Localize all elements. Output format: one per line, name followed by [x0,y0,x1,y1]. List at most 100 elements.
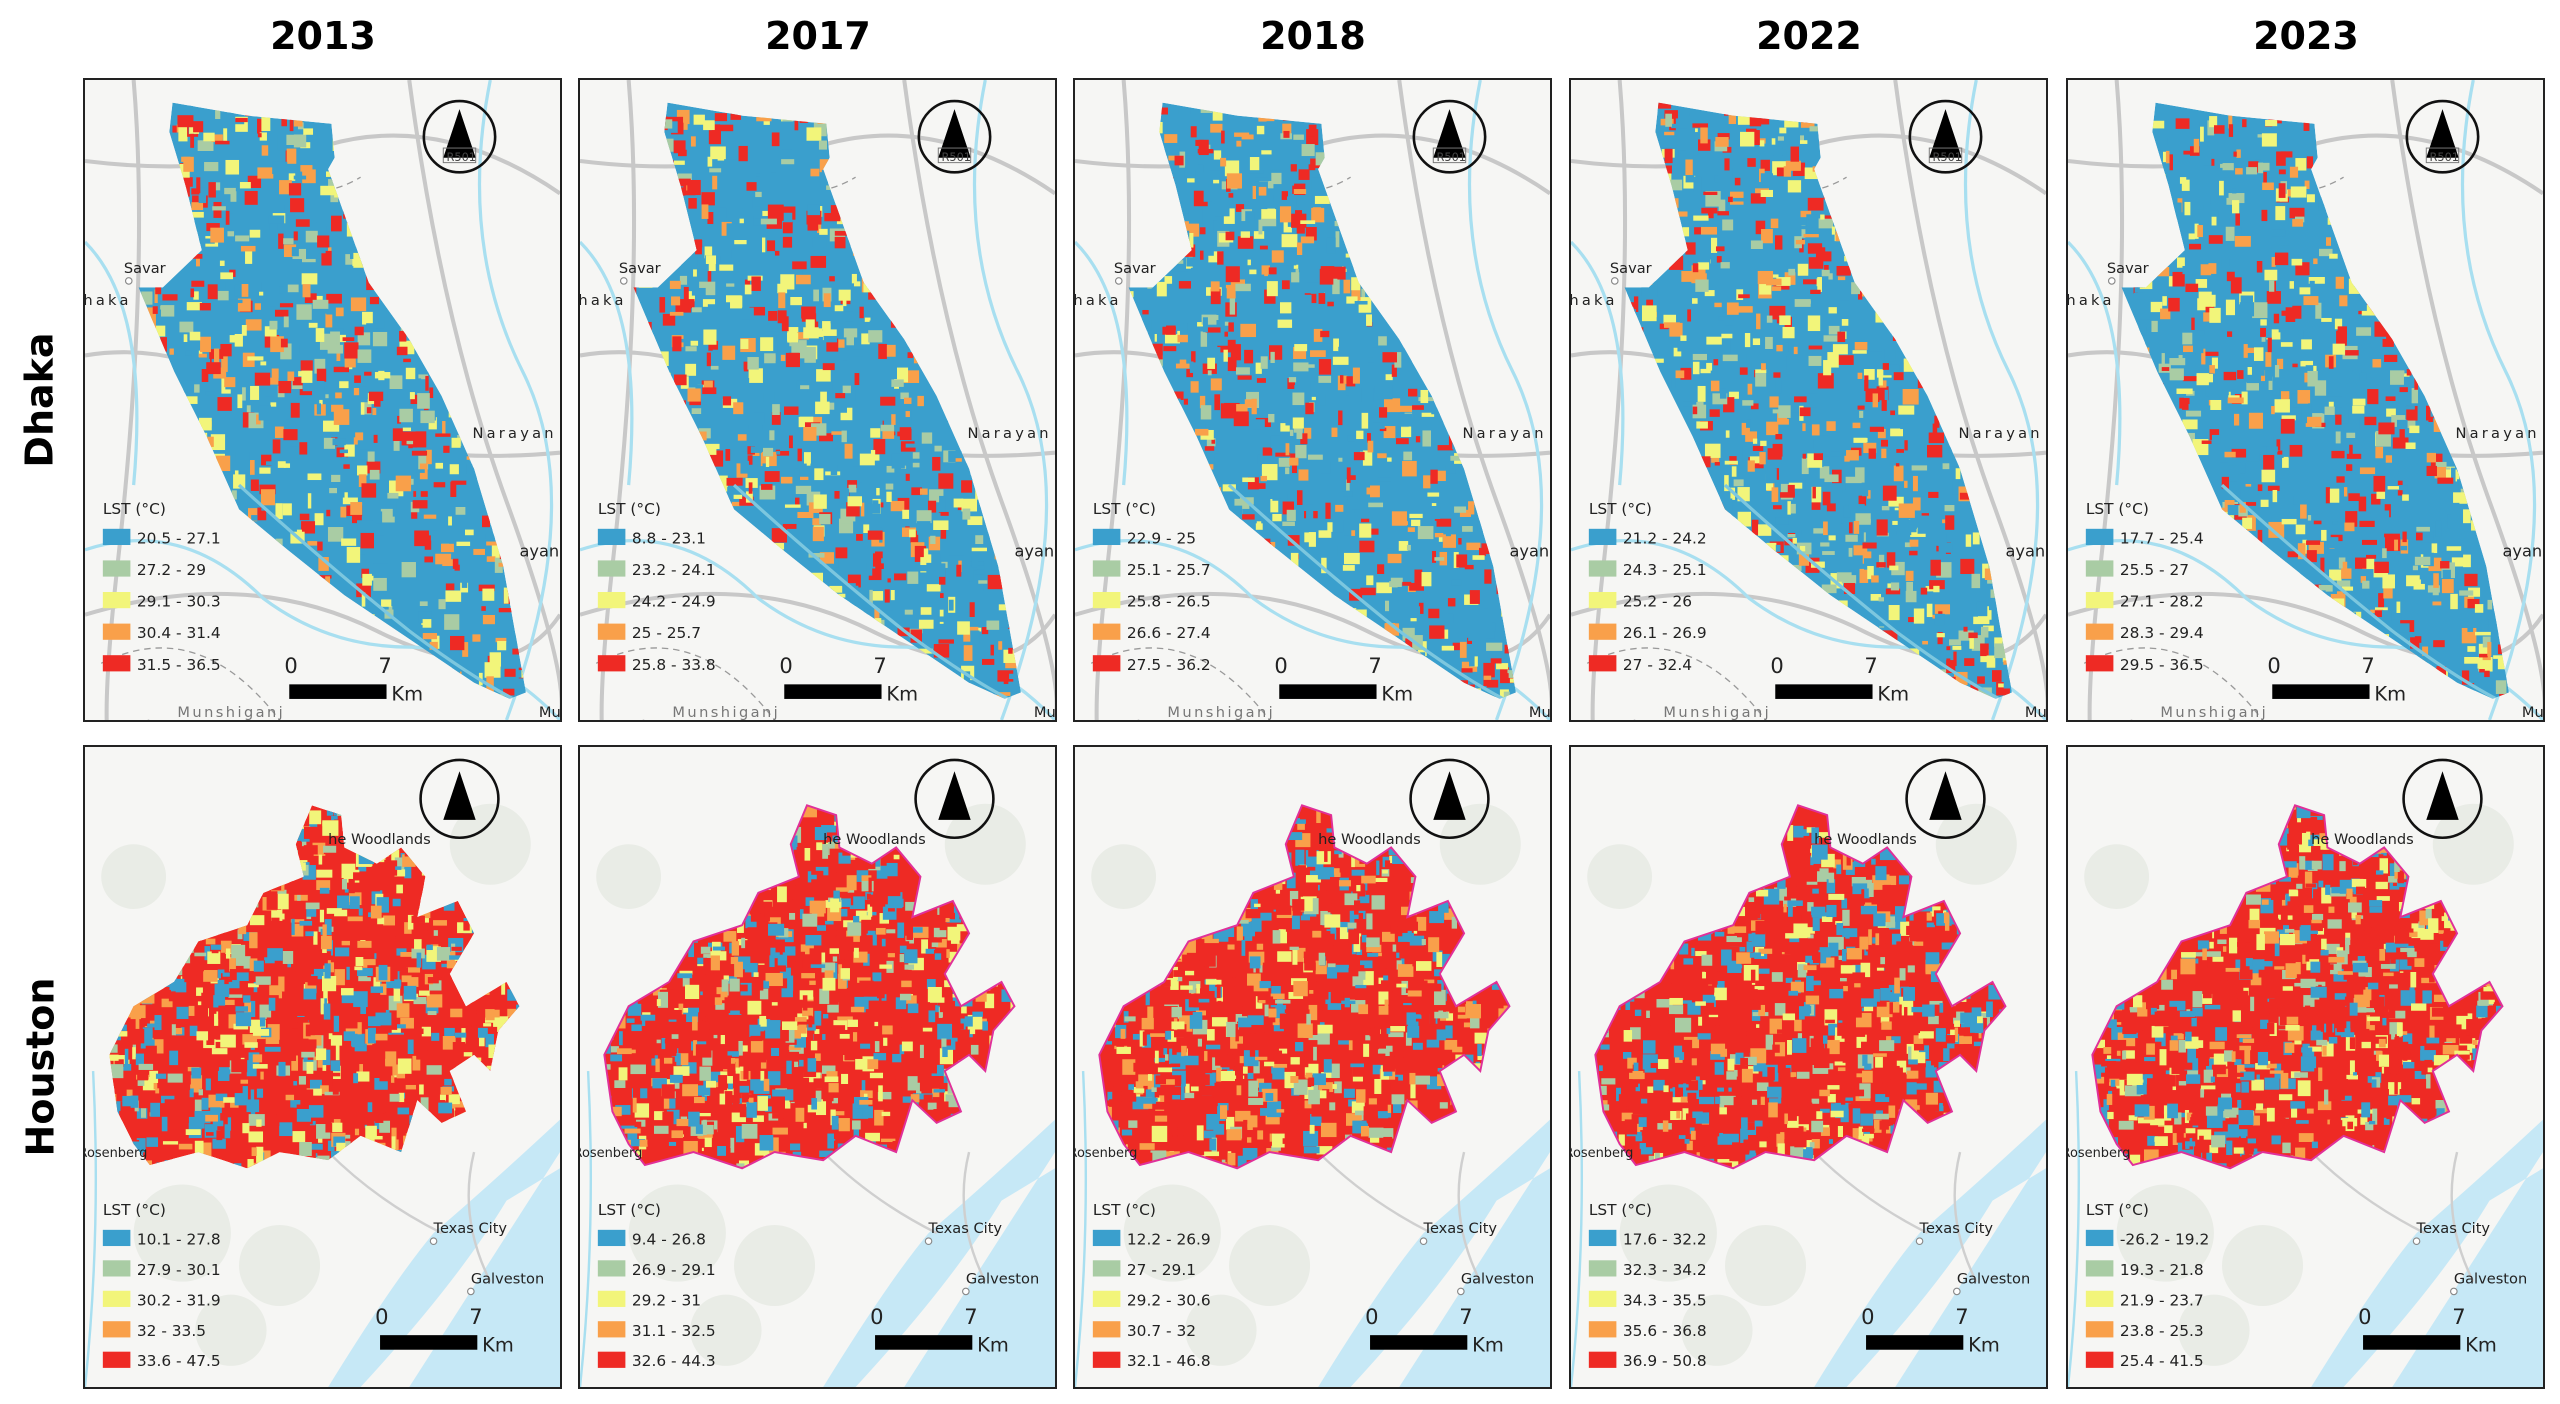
lst-cell [983,338,994,344]
lst-cell [1164,145,1180,156]
lst-cell [645,196,661,204]
lst-cell [228,637,235,647]
lst-cell [507,361,519,373]
lst-cell [1255,523,1263,530]
lst-cell [2265,351,2272,367]
lst-cell [1337,546,1351,557]
lst-cell [1859,107,1876,119]
lst-cell [1728,114,1737,125]
lst-cell [1379,407,1388,418]
lst-cell [1252,185,1257,199]
lst-cell [1692,123,1709,128]
lst-cell [799,476,809,481]
lst-cell [507,105,522,121]
lst-cell [1144,489,1151,496]
lst-cell [163,378,172,393]
lst-cell [1325,502,1331,519]
lst-cell [279,180,292,195]
lst-cell [2007,327,2012,335]
lst-cell [1847,244,1860,256]
lst-cell [260,489,276,506]
lst-cell [1825,518,1842,524]
lst-cell [1476,296,1482,309]
lst-cell [1692,687,1704,699]
lst-cell [1224,331,1228,337]
lst-cell [1867,118,1874,131]
lst-cell [1632,689,1646,699]
lst-cell [1346,499,1355,513]
lst-cell [1817,168,1831,179]
lst-cell [321,250,332,266]
lst-cell [346,547,361,563]
lst-cell [960,252,965,266]
lst-cell [1803,234,1819,238]
lst-cell [1016,275,1021,287]
lst-cell [1009,286,1018,303]
lst-cell [852,105,864,118]
lst-cell [307,473,322,481]
lst-cell [1156,385,1161,397]
lst-cell [434,318,449,329]
lst-cell [362,573,372,586]
lst-cell [2501,392,2508,396]
lst-cell [1273,195,1285,203]
lst-cell [1833,162,1840,169]
lst-cell [1774,468,1779,480]
lst-cell [1625,610,1635,615]
lst-cell [184,474,190,481]
lst-cell [1855,147,1867,153]
lst-cell [1875,254,1890,268]
lst-cell [515,572,520,588]
lst-cell [468,205,476,220]
lst-cell [1871,575,1879,583]
lst-cell [1359,188,1373,193]
lst-cell [296,529,302,534]
lst-cell [2241,568,2257,580]
lst-cell [1761,229,1773,244]
lst-cell [782,221,793,234]
lst-cell [1835,195,1851,205]
lst-cell [1795,239,1806,245]
lst-cell [1218,534,1224,548]
lst-cell [957,489,965,500]
lst-cell [1973,694,1981,699]
lst-cell [1197,149,1214,154]
lst-cell [264,381,274,397]
lst-cell [835,643,848,656]
lst-cell [1010,503,1021,508]
lst-cell [966,200,980,205]
lst-cell [2341,104,2347,110]
lst-cell [1719,622,1726,626]
lst-cell [1287,535,1300,546]
lst-cell [1824,215,1833,219]
lst-cell [1144,437,1152,448]
lst-cell [930,535,936,545]
lst-cell [1631,582,1645,591]
lst-cell [819,228,828,235]
lst-cell [1912,497,1921,511]
lst-cell [706,352,711,367]
lst-cell [782,107,794,122]
lst-cell [1300,433,1308,445]
lst-cell [1012,626,1021,640]
lst-cell [1807,243,1823,254]
lst-cell [1281,234,1298,248]
lst-cell [1201,464,1214,470]
lst-cell [1715,519,1730,536]
lst-cell [718,640,731,655]
lst-cell [1931,700,1936,705]
lst-cell [1338,410,1343,426]
lst-cell [958,331,970,338]
lst-cell [397,415,401,424]
lst-cell [1320,461,1331,474]
lst-cell [273,624,283,635]
lst-cell [756,114,772,122]
lst-cell [2326,237,2332,246]
lst-cell [1872,147,1879,160]
lst-cell [1023,509,1032,518]
lst-cell [899,428,912,441]
lst-cell [461,582,468,588]
lst-cell [1161,238,1175,247]
lst-cell [1761,363,1766,371]
lst-cell [343,464,350,469]
